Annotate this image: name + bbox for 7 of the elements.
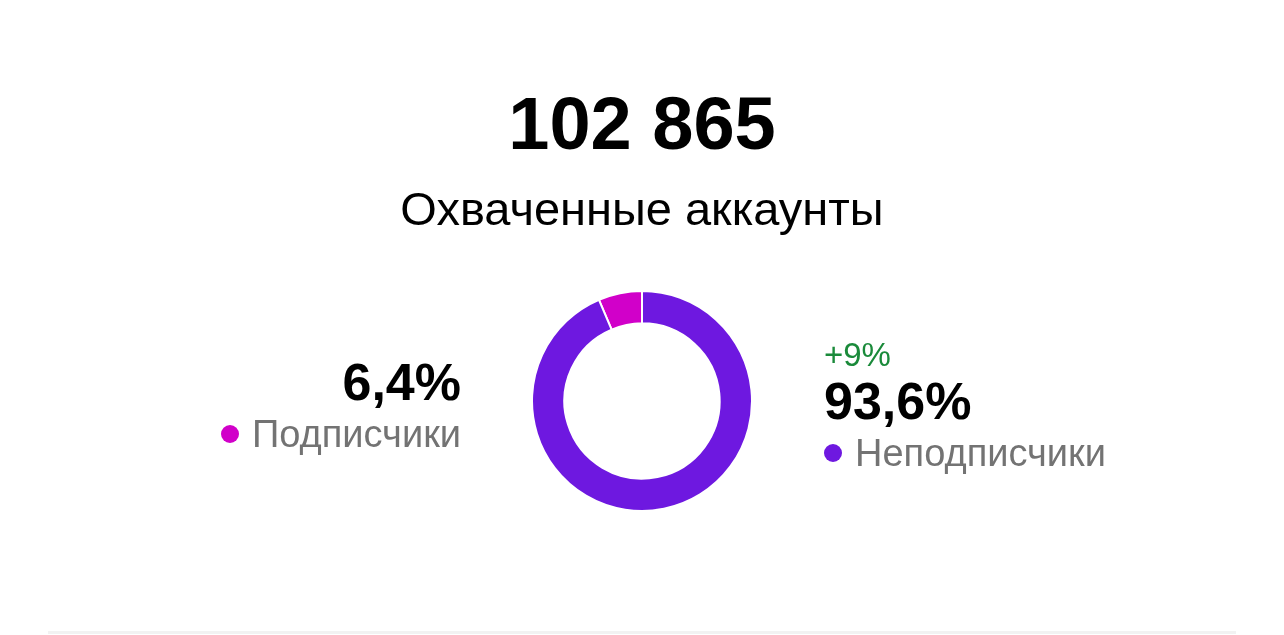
chart-title: 102 865 — [507, 82, 777, 165]
text: +9% — [824, 336, 891, 373]
chart-subtitle: Охваченные аккаунты — [399, 182, 885, 235]
legend-label: Подписчики — [251, 412, 461, 457]
legend-label: Неподписчики — [855, 431, 1106, 476]
data-label: 93,6% — [824, 372, 972, 430]
data-label: 6,4% — [342, 353, 461, 411]
